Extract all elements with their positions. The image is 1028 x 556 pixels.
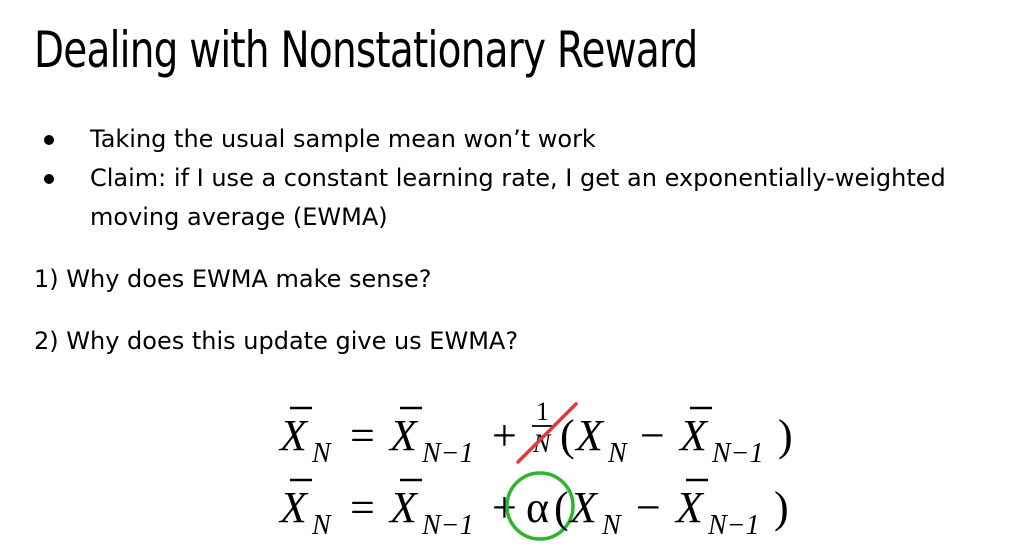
eq1-paren-sub: N — [607, 438, 628, 469]
eq1-frac-numerator: 1 — [536, 397, 549, 426]
eq2-open-paren: ( — [554, 483, 569, 532]
eq2-paren-var: X — [568, 483, 599, 532]
question-2: 2) Why does this update give us EWMA? — [34, 327, 519, 355]
bullet-dot-icon — [44, 174, 54, 184]
eq2-close-paren: ) — [774, 483, 789, 532]
eq1-rhs-sub: N−1 — [421, 438, 474, 469]
eq1-paren-var: X — [574, 411, 605, 460]
strike-mark — [516, 402, 578, 464]
eq2-minus: − — [636, 483, 661, 532]
eq1-minus: − — [640, 411, 665, 460]
eq1-paren-var2: X — [678, 411, 709, 460]
eq1-plus: + — [492, 411, 517, 460]
eq2-rhs-sub: N−1 — [421, 510, 474, 541]
equations: X N = X N−1 + 1 N ( X N — [270, 390, 830, 550]
eq2-paren-sub2: N−1 — [707, 510, 760, 541]
equation-1: X N = X N−1 + 1 N ( X N — [278, 397, 793, 469]
eq2-paren-var2: X — [674, 483, 705, 532]
bullet-text: Claim: if I use a constant learning rate… — [90, 164, 946, 231]
bullet-text: Taking the usual sample mean won’t work — [90, 125, 596, 153]
eq1-open-paren: ( — [560, 411, 575, 460]
eq1-paren-sub2: N−1 — [711, 438, 764, 469]
eq1-rhs-var: X — [388, 411, 419, 460]
equations-svg: X N = X N−1 + 1 N ( X N — [278, 397, 793, 541]
eq2-lhs-var: X — [278, 483, 309, 532]
question-1: 1) Why does EWMA make sense? — [34, 265, 432, 293]
eq1-equals: = — [350, 411, 375, 460]
eq1-close-paren: ) — [778, 411, 793, 460]
eq2-paren-sub: N — [601, 510, 622, 541]
bullet-item: Taking the usual sample mean won’t work — [40, 120, 1015, 159]
bullet-item: Claim: if I use a constant learning rate… — [40, 159, 1015, 237]
slide-title: Dealing with Nonstationary Reward — [34, 21, 698, 79]
bullet-list: Taking the usual sample mean won’t work … — [40, 120, 1015, 237]
equation-2: X N = X N−1 + α ( X N − X — [278, 471, 789, 541]
eq1-frac-denominator: N — [532, 429, 552, 458]
eq2-equals: = — [350, 483, 375, 532]
eq2-lhs-sub: N — [311, 510, 332, 541]
highlight-circle — [505, 471, 575, 541]
eq2-rhs-var: X — [388, 483, 419, 532]
eq2-alpha: α — [526, 483, 549, 532]
eq1-lhs-var: X — [278, 411, 309, 460]
eq1-lhs-sub: N — [311, 438, 332, 469]
bullet-dot-icon — [44, 135, 54, 145]
